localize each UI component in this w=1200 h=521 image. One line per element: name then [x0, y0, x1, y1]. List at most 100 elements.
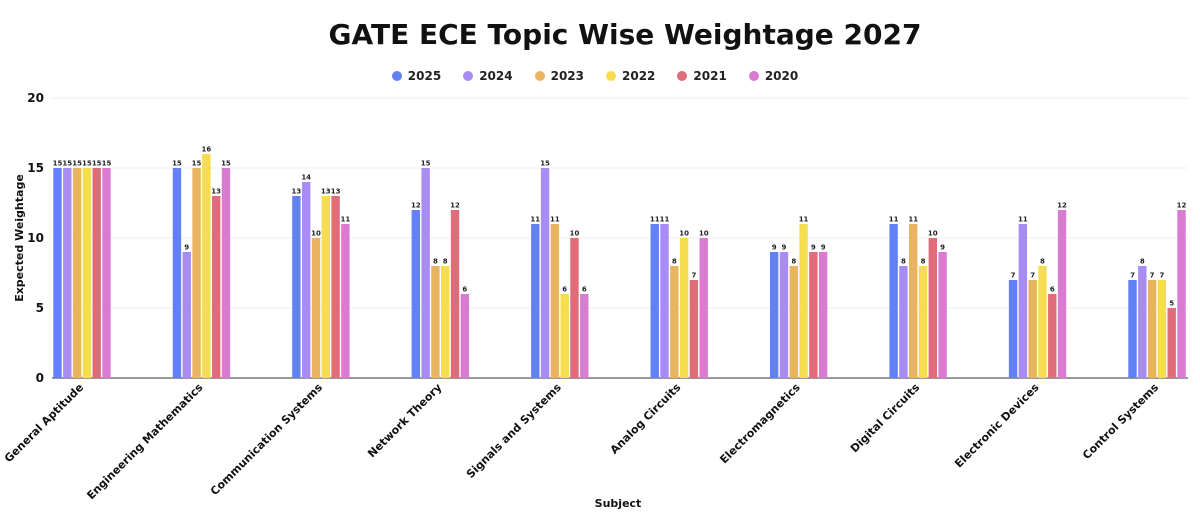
x-tick-label: Digital Circuits — [848, 381, 923, 456]
x-tick-label: Signals and Systems — [464, 381, 564, 481]
bar-2020 — [1177, 210, 1186, 378]
bar-value-label: 10 — [311, 230, 321, 238]
bar-2023 — [192, 168, 201, 378]
bar-value-label: 11 — [799, 216, 809, 224]
bar-value-label: 13 — [321, 188, 331, 196]
bar-2021 — [331, 196, 340, 378]
y-tick-label: 0 — [36, 371, 44, 385]
bar-2024 — [182, 252, 191, 378]
bar-value-label: 15 — [62, 160, 72, 168]
bar-2021 — [1048, 294, 1057, 378]
bar-value-label: 7 — [1011, 272, 1016, 280]
y-axis-title: Expected Weightage — [13, 174, 26, 302]
bar-2025 — [53, 168, 62, 378]
bar-2023 — [550, 224, 560, 378]
bar-value-label: 6 — [582, 286, 587, 294]
x-tick-label: Electronic Devices — [952, 381, 1042, 471]
bar-2022 — [321, 196, 330, 378]
legend-item-2025[interactable]: 2025 — [391, 69, 442, 83]
legend-label: 2021 — [693, 69, 727, 83]
x-tick-label: Analog Circuits — [608, 381, 684, 457]
legend-swatch — [748, 71, 759, 81]
x-tick-label: Control Systems — [1080, 381, 1161, 462]
legend-item-2020[interactable]: 2020 — [748, 69, 799, 83]
legend-label: 2022 — [622, 69, 656, 83]
bar-2021 — [92, 168, 101, 378]
x-axis-title: Subject — [595, 497, 642, 510]
bar-value-label: 10 — [679, 230, 689, 238]
legend-item-2024[interactable]: 2024 — [463, 69, 513, 83]
bar-value-label: 8 — [1140, 258, 1145, 266]
bar-2025 — [769, 252, 779, 378]
bar-value-label: 11 — [650, 216, 660, 224]
bar-value-label: 8 — [791, 258, 796, 266]
bar-value-label: 13 — [292, 188, 302, 196]
bar-value-label: 6 — [1050, 286, 1055, 294]
bar-2024 — [1138, 266, 1147, 378]
bar-2021 — [1167, 308, 1176, 378]
bar-value-label: 12 — [1057, 202, 1067, 210]
bar-2023 — [909, 224, 918, 378]
bar-2020 — [580, 294, 589, 378]
bar-2020 — [938, 252, 947, 378]
bar-value-label: 6 — [562, 286, 567, 294]
y-tick-label: 5 — [36, 301, 44, 315]
bar-value-label: 8 — [921, 258, 926, 266]
chart-title: GATE ECE Topic Wise Weightage 2027 — [328, 18, 922, 51]
bar-value-label: 9 — [772, 244, 777, 252]
bar-2025 — [411, 210, 421, 378]
bar-2023 — [72, 168, 82, 378]
bar-2021 — [928, 238, 938, 378]
bar-value-label: 9 — [821, 244, 826, 252]
bar-value-label: 15 — [72, 160, 82, 168]
bar-2020 — [341, 224, 350, 378]
x-tick-label: Network Theory — [365, 381, 444, 460]
bar-2022 — [560, 294, 569, 378]
bar-value-label: 16 — [201, 146, 211, 154]
bar-value-label: 8 — [901, 258, 906, 266]
bar-2020 — [221, 168, 231, 378]
bar-value-label: 7 — [1159, 272, 1164, 280]
bar-value-label: 12 — [411, 202, 421, 210]
bar-value-label: 8 — [443, 258, 448, 266]
y-tick-label: 20 — [27, 91, 44, 105]
bar-2023 — [670, 266, 679, 378]
bar-value-label: 15 — [102, 160, 112, 168]
bar-2025 — [889, 224, 898, 378]
bar-2025 — [531, 224, 540, 378]
bar-value-label: 11 — [889, 216, 899, 224]
bar-2023 — [1147, 280, 1157, 378]
legend-item-2021[interactable]: 2021 — [677, 69, 727, 83]
x-tick-label: Communication Systems — [208, 381, 325, 498]
y-tick-label: 15 — [27, 161, 44, 175]
bar-2020 — [818, 252, 828, 378]
bar-2020 — [102, 168, 111, 378]
legend: 2025 2024 2023 2022 2021 2020 — [0, 69, 1190, 83]
bar-value-label: 11 — [341, 216, 351, 224]
bar-2024 — [660, 224, 669, 378]
legend-swatch — [534, 71, 545, 81]
legend-label: 2025 — [407, 69, 442, 83]
bar-2024 — [540, 168, 550, 378]
bar-value-label: 10 — [570, 230, 580, 238]
bar-value-label: 15 — [421, 160, 431, 168]
legend-label: 2020 — [764, 69, 799, 83]
bar-2022 — [202, 154, 211, 378]
bar-2021 — [211, 196, 221, 378]
bar-value-label: 12 — [450, 202, 460, 210]
bar-value-label: 7 — [1130, 272, 1135, 280]
legend-item-2022[interactable]: 2022 — [606, 69, 655, 83]
bar-value-label: 9 — [940, 244, 945, 252]
bar-2022 — [82, 168, 92, 378]
bar-2025 — [1128, 280, 1137, 378]
bar-2022 — [1157, 280, 1167, 378]
bar-2024 — [301, 182, 311, 378]
bar-value-label: 6 — [462, 286, 467, 294]
x-tick-label: Engineering Mathematics — [84, 381, 205, 502]
bar-value-label: 15 — [192, 160, 202, 168]
bar-value-label: 9 — [811, 244, 816, 252]
bar-value-label: 9 — [782, 244, 787, 252]
legend-item-2023[interactable]: 2023 — [534, 69, 584, 83]
bar-value-label: 13 — [331, 188, 341, 196]
bar-2021 — [689, 280, 699, 378]
